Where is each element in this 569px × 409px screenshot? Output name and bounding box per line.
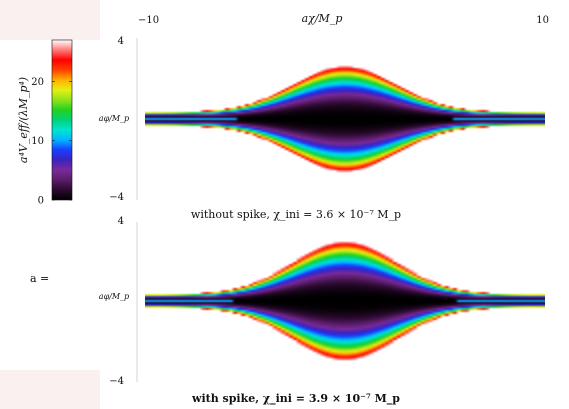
heatmap-top-image [145,38,545,200]
colorbar-ticks: 0 10 20 [31,77,72,207]
colorbar-tick-label: 20 [31,77,44,88]
y-tick-bottom-min: −4 [109,376,124,387]
colorbar-label: a⁴V_eff/(λM_p⁴) [17,77,30,163]
y-axis-label-bottom: aφ/M_p [99,292,129,301]
heatmap-top: 4 −4 aφ/M_p without spike, χ_ini = 3.6 ×… [99,36,545,221]
colorbar-tick-label: 0 [38,196,44,207]
x-tick-left: −10 [138,15,159,26]
title-top: without spike, χ_ini = 3.6 × 10⁻⁷ M_p [191,208,401,221]
heatmap-bottom: 4 −4 aφ/M_p with spike, χ_ini = 3.9 × 10… [99,216,545,406]
colorbar: 0 10 20 a⁴V_eff/(λM_p⁴) [17,39,73,207]
x-tick-right: 10 [536,15,549,26]
x-axis-label: aχ/M_p [302,12,343,25]
y-tick-top-max: 4 [118,36,124,47]
y-tick-top-min: −4 [109,192,124,203]
side-label: a = [30,272,49,285]
y-axis-label-top: aφ/M_p [99,114,129,123]
y-tick-bottom-max: 4 [118,216,124,227]
heatmap-bottom-image [145,222,545,380]
colorbar-tick-label: 10 [31,136,44,147]
background-panel-left [0,40,100,370]
title-bottom: with spike, χ_ini = 3.9 × 10⁻⁷ M_p [191,392,400,406]
colorbar-gradient [51,39,73,201]
